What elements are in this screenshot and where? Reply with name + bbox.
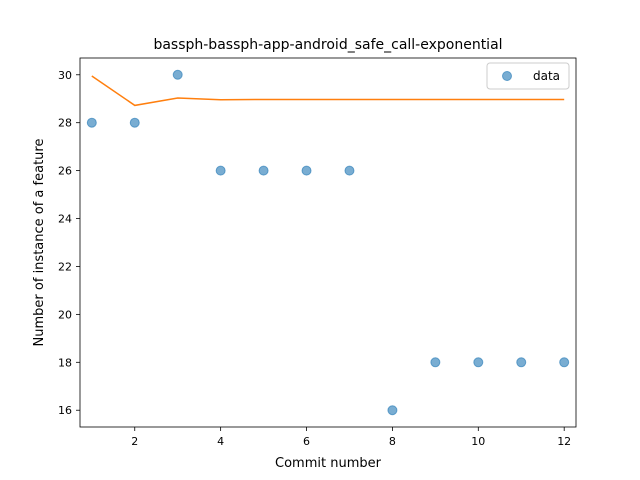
data-point (301, 165, 312, 176)
legend-label-data: data (533, 69, 560, 83)
data-point (258, 165, 269, 176)
data-point (387, 405, 398, 416)
x-tick-label: 4 (217, 435, 224, 448)
series-layer (86, 69, 570, 416)
data-point (172, 69, 183, 80)
legend-box (486, 62, 570, 90)
y-tick-label: 16 (58, 404, 72, 417)
chart-title: bassph-bassph-app-android_safe_call-expo… (153, 37, 502, 53)
x-tick-label: 6 (303, 435, 310, 448)
y-tick-label: 18 (58, 356, 72, 369)
data-point (516, 357, 527, 368)
data-point (129, 117, 140, 128)
data-point (215, 165, 226, 176)
x-tick-label: 12 (557, 435, 571, 448)
y-tick-label: 28 (58, 117, 72, 130)
x-axis-label: Commit number (275, 456, 382, 471)
data-point (473, 357, 484, 368)
x-tick-label: 8 (389, 435, 396, 448)
x-tick-label: 2 (131, 435, 138, 448)
x-tick-label: 10 (471, 435, 485, 448)
y-axis-ticks: 16 18 20 22 24 26 28 30 (58, 69, 80, 417)
y-tick-label: 26 (58, 165, 72, 178)
data-point (344, 165, 355, 176)
y-tick-label: 22 (58, 260, 72, 273)
data-point (430, 357, 441, 368)
data-point (559, 357, 570, 368)
legend: data (486, 62, 570, 90)
plot-area (80, 58, 576, 427)
y-axis-label: Number of instance of a feature (32, 139, 47, 347)
y-tick-label: 20 (58, 308, 72, 321)
trend-line (91, 75, 565, 107)
legend-marker-data (502, 71, 512, 81)
x-axis-ticks: 2 4 6 8 10 12 (131, 427, 571, 448)
y-tick-label: 30 (58, 69, 72, 82)
data-point (86, 117, 97, 128)
plot-frame (79, 57, 577, 428)
y-tick-label: 24 (58, 213, 72, 226)
